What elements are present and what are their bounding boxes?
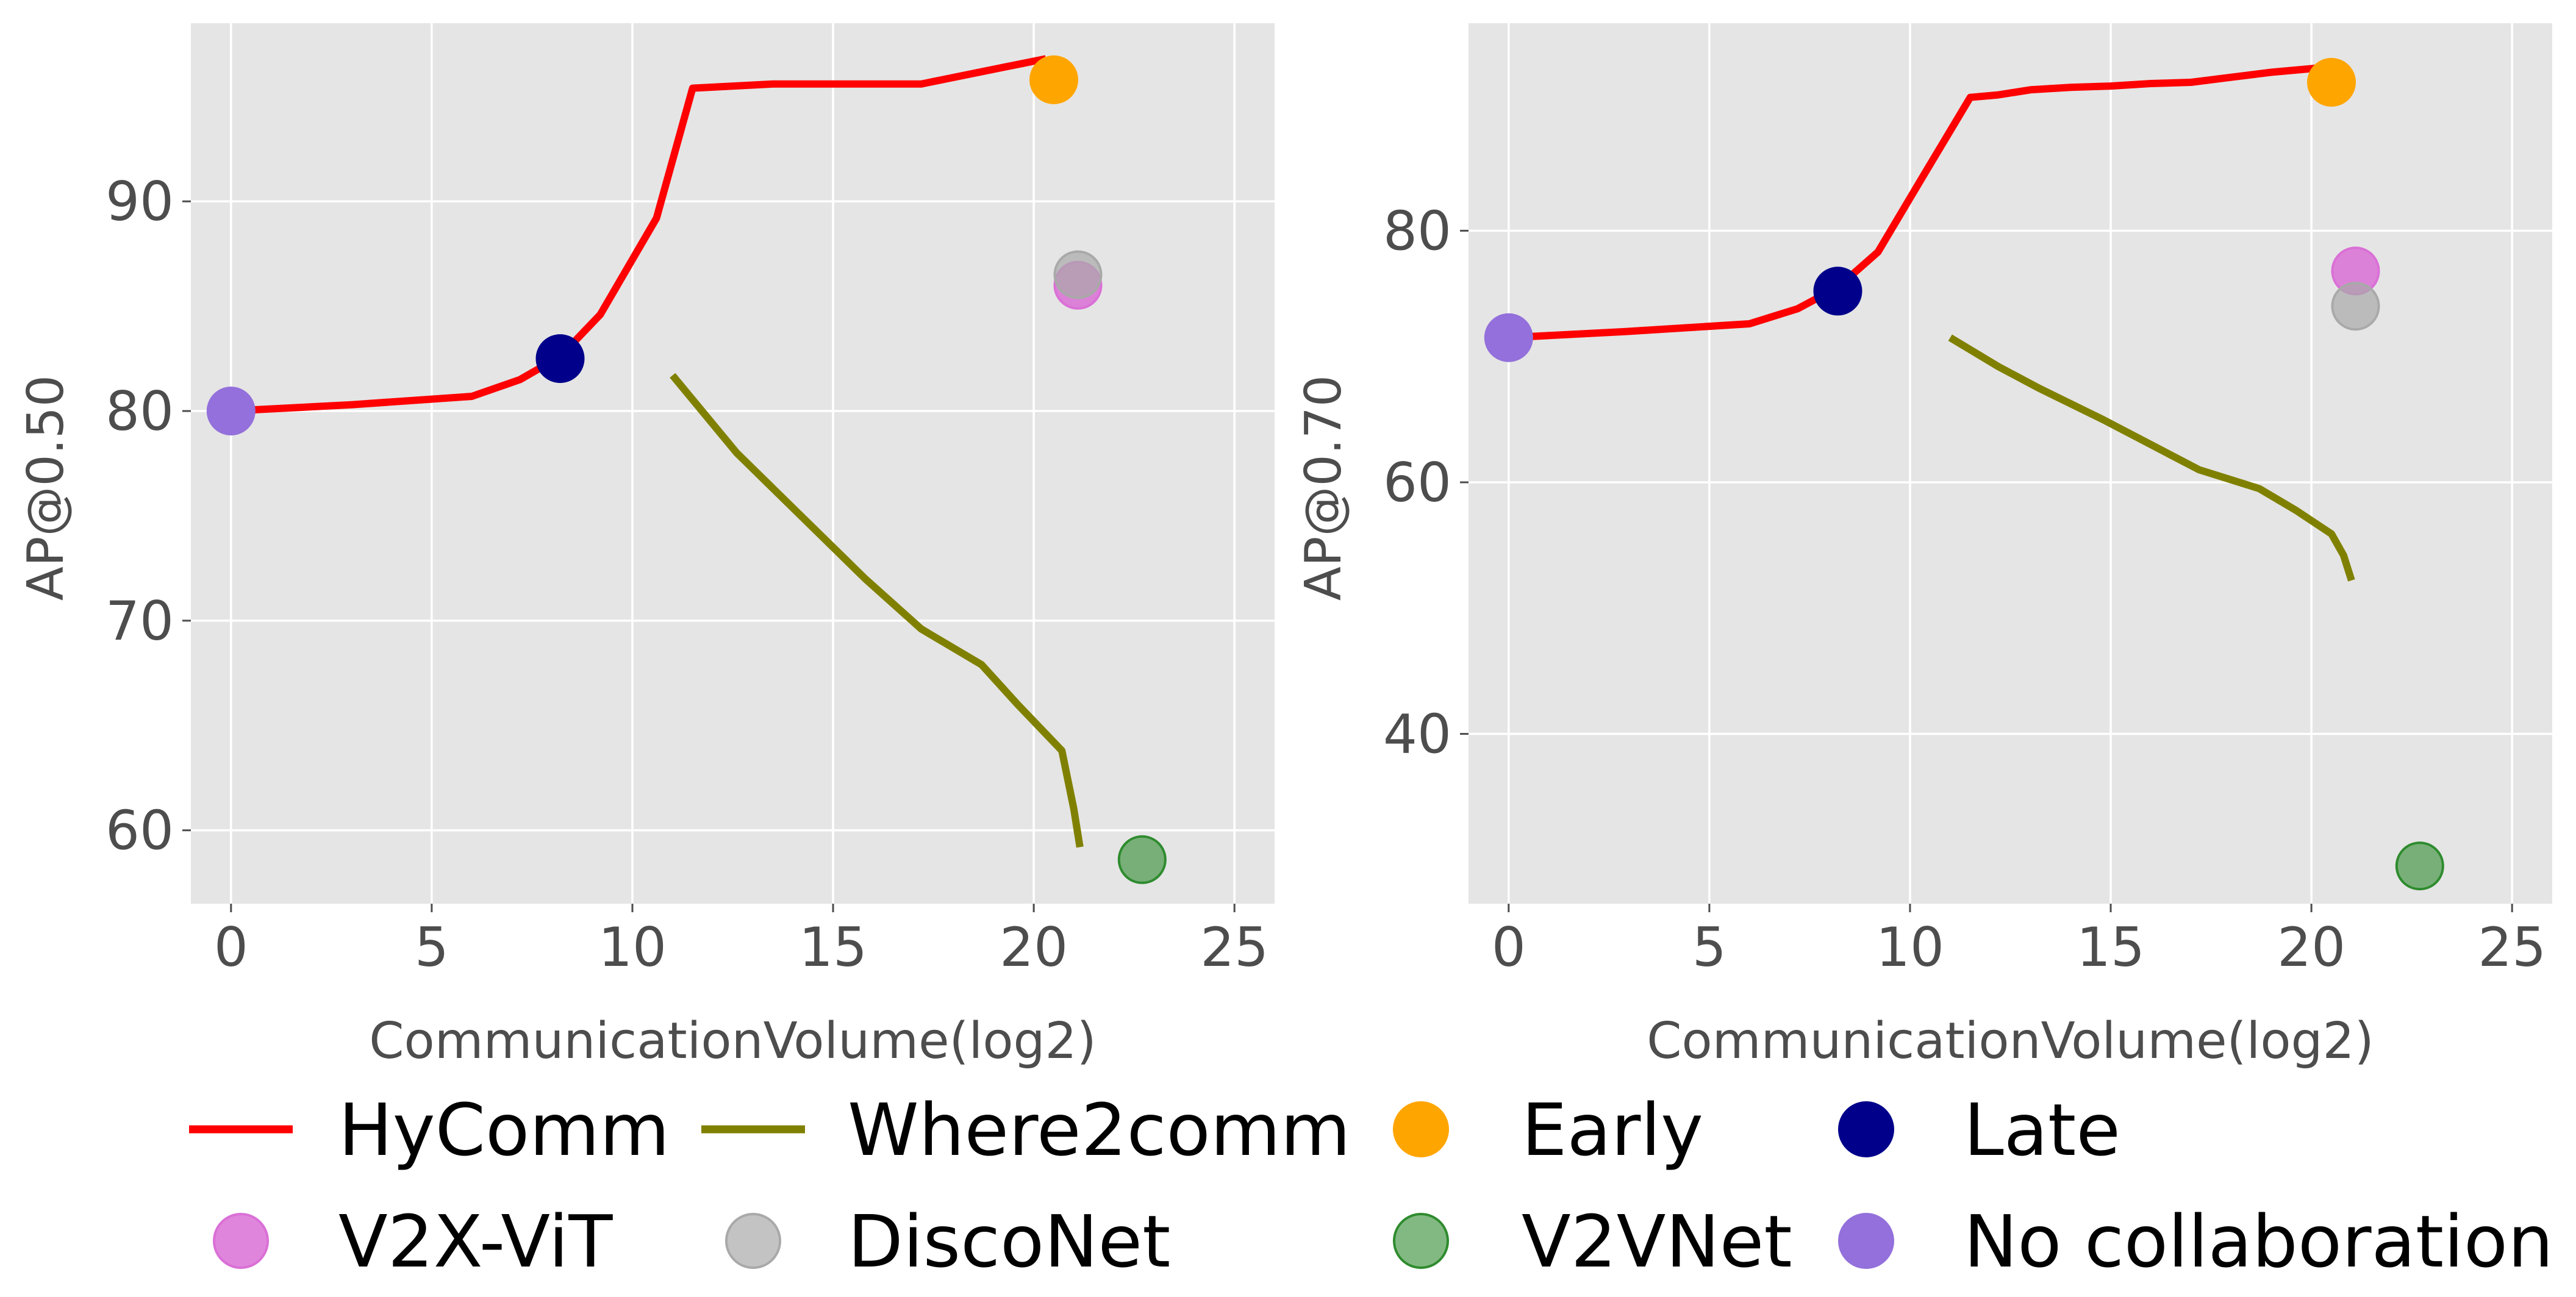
y-tick-label: 40 <box>1383 703 1451 766</box>
y-tick-label: 80 <box>1383 199 1451 262</box>
legend-marker-no-collaboration <box>1838 1213 1894 1269</box>
x-tick-label: 0 <box>1492 916 1526 979</box>
plot-background <box>191 23 1275 904</box>
point-no-collaboration <box>206 387 256 436</box>
point-early <box>2307 57 2356 107</box>
legend-marker-late <box>1838 1101 1894 1157</box>
x-tick-label: 15 <box>2077 916 2145 979</box>
legend: HyComm Where2comm Early Late V2X-ViT DiscoNet… <box>189 1088 2553 1284</box>
legend-label-where2comm: Where2comm <box>848 1088 1351 1172</box>
series-line-where2comm <box>670 373 1084 848</box>
point-early <box>1029 55 1079 104</box>
point-disconet <box>1053 250 1103 299</box>
x-tick-label: 0 <box>214 916 248 979</box>
x-axis-label: CommunicationVolume(log2) <box>369 1012 1096 1070</box>
y-axis-label: AP@0.50 <box>17 375 75 601</box>
y-tick-label: 70 <box>106 590 174 652</box>
x-tick-label: 20 <box>1000 916 1068 979</box>
x-axis-label: CommunicationVolume(log2) <box>1647 1012 2374 1070</box>
y-tick-label: 90 <box>106 170 174 233</box>
legend-label-early: Early <box>1522 1088 1703 1172</box>
point-late <box>535 334 585 384</box>
point-late <box>1813 266 1862 316</box>
legend-marker-v2x-vit <box>213 1213 269 1269</box>
x-tick-label: 25 <box>2478 916 2546 979</box>
plot-background <box>1469 23 2552 904</box>
legend-label-no-collaboration: No collaboration <box>1964 1199 2553 1284</box>
x-tick-label: 10 <box>1876 916 1944 979</box>
series-line-hycomm <box>231 55 1047 415</box>
y-tick-label: 60 <box>106 799 174 862</box>
x-tick-label: 25 <box>1200 916 1268 979</box>
legend-label-disconet: DiscoNet <box>848 1199 1170 1284</box>
point-disconet <box>2331 282 2380 331</box>
series-line-where2comm <box>1948 334 2355 582</box>
x-tick-label: 5 <box>1692 916 1726 979</box>
series-line-hycomm <box>1508 63 2328 341</box>
point-no-collaboration <box>1484 313 1533 362</box>
legend-label-hycomm: HyComm <box>338 1088 670 1172</box>
y-tick-label: 60 <box>1383 451 1451 514</box>
chart-ap50: 0 5 10 15 20 25 60 70 80 90 CommunicationVolume(lo… <box>17 23 1275 1070</box>
chart-ap70: 0 5 10 15 20 25 40 60 80 CommunicationVolume(log2… <box>1295 23 2552 1070</box>
legend-label-v2vnet: V2VNet <box>1522 1199 1792 1284</box>
point-v2vnet <box>1117 835 1167 884</box>
legend-marker-v2vnet <box>1393 1213 1449 1269</box>
legend-marker-disconet <box>725 1213 781 1269</box>
point-v2vnet <box>2395 841 2444 891</box>
legend-label-late: Late <box>1964 1088 2120 1172</box>
y-axis-label: AP@0.70 <box>1295 375 1353 601</box>
x-tick-label: 10 <box>598 916 667 979</box>
legend-marker-early <box>1393 1101 1449 1157</box>
x-tick-label: 15 <box>799 916 867 979</box>
legend-label-v2x-vit: V2X-ViT <box>338 1199 613 1284</box>
x-tick-label: 5 <box>415 916 449 979</box>
x-tick-label: 20 <box>2277 916 2345 979</box>
y-tick-label: 80 <box>106 380 174 443</box>
